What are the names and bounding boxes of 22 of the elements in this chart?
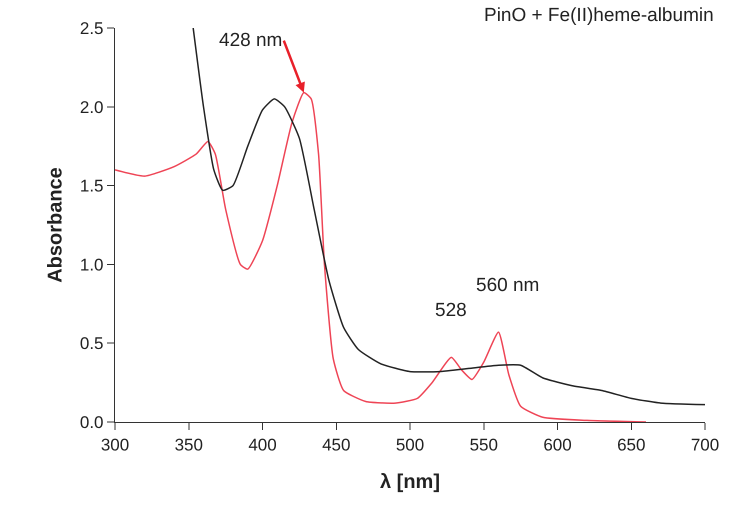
line-series <box>192 28 705 406</box>
x-tick-label: 400 <box>248 436 277 454</box>
x-tick-label: 300 <box>100 436 130 454</box>
y-tick-label: 2.5 <box>80 18 104 38</box>
y-tick-label: 0.0 <box>80 412 104 432</box>
chart-title: PinO + Fe(II)heme-albumin <box>484 5 714 26</box>
y-axis-title: Absorbance <box>44 167 66 283</box>
x-tick-label: 700 <box>690 436 720 454</box>
x-tick-label: 600 <box>543 436 572 454</box>
annotation: 428 nm <box>219 30 282 51</box>
x-tick-label: 450 <box>322 436 350 454</box>
x-axis-title: λ [nm] <box>380 471 440 493</box>
x-tick-label: 550 <box>470 436 498 454</box>
x-tick-label: 500 <box>396 436 424 454</box>
y-tick-label: 2.0 <box>80 98 104 117</box>
y-tick-label: 1.0 <box>80 255 104 274</box>
x-tick-label: 350 <box>174 436 203 454</box>
annotation: 528 <box>435 300 467 321</box>
x-tick-label: 650 <box>617 436 646 454</box>
y-tick-label: 0.5 <box>80 334 104 354</box>
y-tick-label: 1.5 <box>80 176 104 196</box>
annotation: 560 nm <box>476 275 540 296</box>
